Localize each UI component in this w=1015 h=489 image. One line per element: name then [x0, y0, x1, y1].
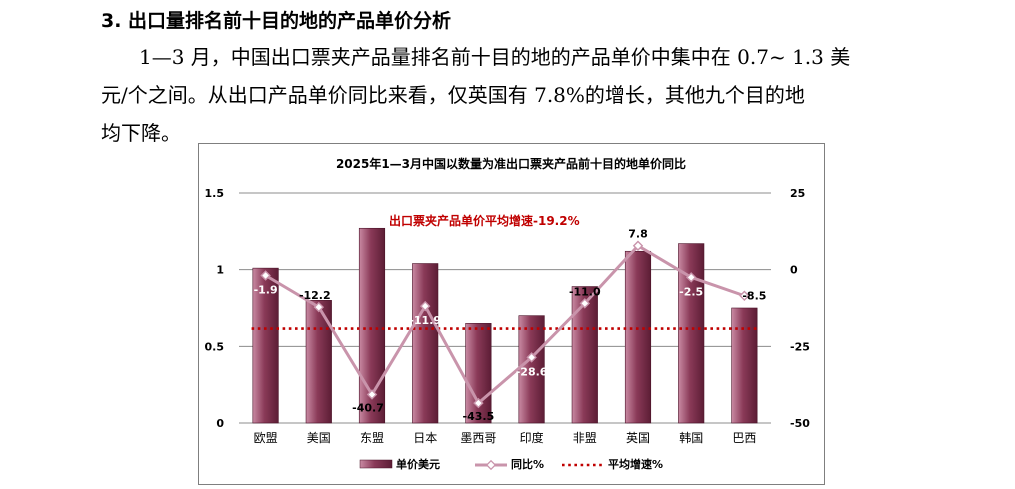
- x-category-label: 日本: [413, 431, 437, 445]
- x-category-label: 巴西: [732, 431, 756, 445]
- y-right-tick-label: 0: [790, 264, 798, 277]
- legend-label: 同比%: [511, 457, 544, 471]
- unit-price-chart: 2025年1—3月中国以数量为准出口票夹产品前十目的地单价同比 0 0.5 1 1.5 -…: [205, 156, 811, 471]
- y-right-tick-label: 25: [790, 187, 805, 200]
- y-left-tick-label: 1.5: [205, 187, 225, 200]
- yoy-point-marker: [473, 397, 484, 409]
- legend-swatch-bar: [359, 459, 393, 469]
- yoy-point-marker: [419, 300, 431, 312]
- x-category-label: 墨西哥: [460, 431, 496, 445]
- y-left-tick-label: 1: [216, 264, 224, 277]
- paragraph-line: 均下降。: [101, 121, 181, 145]
- legend-label: 单价美元: [396, 457, 440, 471]
- section-heading: 3. 出口量排名前十目的地的产品单价分析: [101, 10, 452, 32]
- y-right-tick-label: -25: [790, 340, 810, 353]
- average-growth-annotation: 出口票夹产品单价平均增速-19.2%: [389, 213, 580, 228]
- body-paragraph: 1—3 月，中国出口票夹产品量排名前十目的地的产品单价中集中在 0.7~ 1.3…: [101, 38, 931, 152]
- bar-unit-price: [305, 300, 332, 424]
- yoy-data-label: -11.0: [569, 285, 601, 298]
- legend-label: 平均增速%: [608, 457, 663, 471]
- yoy-point-marker: [526, 352, 537, 363]
- x-category-label: 东盟: [360, 431, 384, 445]
- yoy-point-marker: [685, 272, 697, 283]
- chart-title: 2025年1—3月中国以数量为准出口票夹产品前十目的地单价同比: [336, 156, 686, 171]
- chart-frame: 2025年1—3月中国以数量为准出口票夹产品前十目的地单价同比 0 0.5 1 1.5 -…: [198, 143, 825, 485]
- yoy-point-marker: [579, 298, 591, 309]
- yoy-point-marker: [313, 301, 325, 313]
- x-category-label: 美国: [307, 431, 331, 445]
- x-category-label: 印度: [520, 430, 544, 445]
- yoy-data-label: 7.8: [628, 228, 648, 241]
- yoy-point-marker: [260, 270, 271, 281]
- y-right-tick-label: -50: [790, 417, 810, 430]
- y-left-tick-label: 0: [216, 417, 224, 430]
- yoy-point-marker: [632, 240, 644, 251]
- yoy-growth-line: [264, 243, 745, 406]
- x-category-label: 英国: [626, 431, 650, 445]
- yoy-data-label: -8.5: [742, 290, 766, 303]
- bar-unit-price: [571, 286, 598, 424]
- x-category-label: 欧盟: [254, 431, 278, 445]
- yoy-point-marker: [366, 389, 378, 400]
- paragraph-line: 元/个之间。从出口产品单价同比来看，仅英国有 7.8%的增长，其他九个目的地: [101, 83, 805, 107]
- x-category-label: 非盟: [573, 431, 597, 445]
- bar-unit-price: [624, 250, 652, 424]
- bar-unit-price: [731, 307, 758, 424]
- yoy-data-label: -12.2: [299, 289, 331, 302]
- yoy-data-label: -1.9: [254, 283, 278, 296]
- paragraph-line: 1—3 月，中国出口票夹产品量排名前十目的地的产品单价中集中在 0.7~ 1.3…: [139, 45, 851, 69]
- bar-unit-price: [252, 267, 279, 424]
- x-category-label: 韩国: [679, 430, 703, 445]
- yoy-data-label: -11.9: [409, 314, 441, 327]
- legend-swatch-marker: [485, 459, 497, 471]
- yoy-data-label: -28.6: [516, 365, 548, 378]
- yoy-data-label: -40.7: [352, 401, 384, 414]
- y-left-tick-label: 0.5: [205, 340, 225, 353]
- yoy-point-marker: [739, 290, 750, 301]
- yoy-data-label: -43.5: [463, 410, 495, 423]
- bar-unit-price: [412, 263, 439, 424]
- yoy-data-label: -2.5: [679, 285, 703, 298]
